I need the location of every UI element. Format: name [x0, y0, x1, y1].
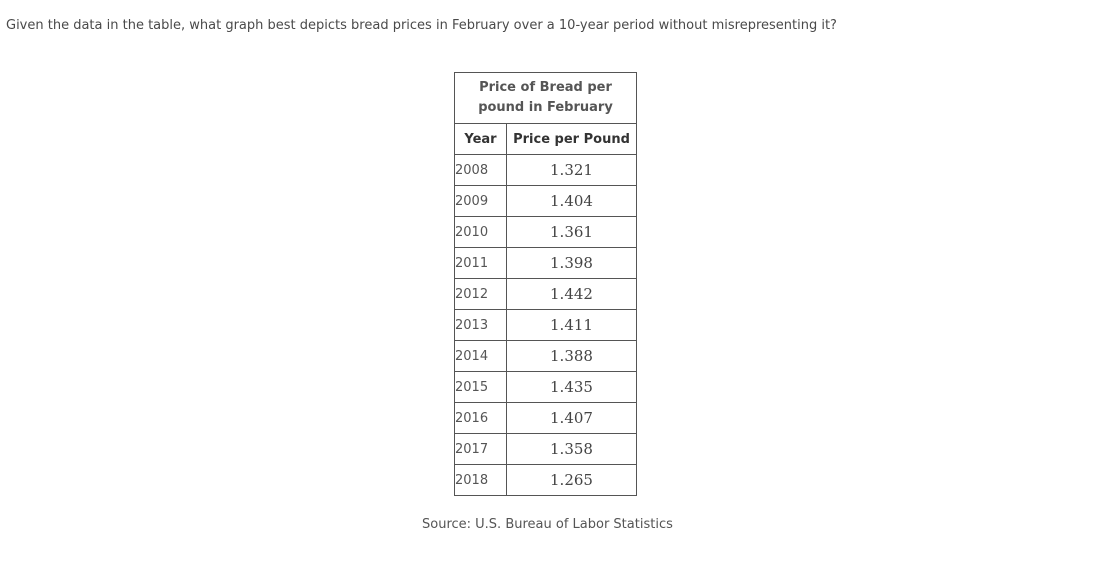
price-cell: 1.411 [506, 309, 637, 341]
question-text: Given the data in the table, what graph … [6, 18, 837, 33]
year-cell: 2012 [454, 278, 507, 310]
year-cell: 2014 [454, 340, 507, 372]
price-cell: 1.407 [506, 402, 637, 434]
table-title: Price of Bread per pound in February [454, 72, 637, 124]
year-cell: 2016 [454, 402, 507, 434]
table-row: 2016 1.407 [454, 402, 637, 434]
year-cell: 2010 [454, 216, 507, 248]
table-row: 2009 1.404 [454, 185, 637, 217]
year-cell: 2009 [454, 185, 507, 217]
table-body: 2008 1.321 2009 1.404 2010 1.361 2011 1.398 2012… [454, 154, 637, 496]
year-cell: 2011 [454, 247, 507, 279]
source-note: Source: U.S. Bureau of Labor Statistics [422, 517, 673, 532]
year-cell: 2008 [454, 154, 507, 186]
year-cell: 2015 [454, 371, 507, 403]
price-cell: 1.398 [506, 247, 637, 279]
table-title-line-1: Price of Bread per [479, 80, 612, 95]
table-row: 2014 1.388 [454, 340, 637, 372]
price-cell: 1.361 [506, 216, 637, 248]
year-cell: 2013 [454, 309, 507, 341]
column-header-price: Price per Pound [506, 123, 637, 155]
price-cell: 1.321 [506, 154, 637, 186]
table-row: 2012 1.442 [454, 278, 637, 310]
price-cell: 1.388 [506, 340, 637, 372]
table-row: 2008 1.321 [454, 154, 637, 186]
price-cell: 1.442 [506, 278, 637, 310]
year-cell: 2017 [454, 433, 507, 465]
table-row: 2018 1.265 [454, 464, 637, 496]
price-cell: 1.265 [506, 464, 637, 496]
bread-price-table-container: Price of Bread per pound in February Yea… [454, 72, 637, 496]
table-row: 2015 1.435 [454, 371, 637, 403]
price-cell: 1.404 [506, 185, 637, 217]
bread-price-table: Price of Bread per pound in February Yea… [454, 72, 637, 496]
price-cell: 1.358 [506, 433, 637, 465]
price-cell: 1.435 [506, 371, 637, 403]
table-row: 2011 1.398 [454, 247, 637, 279]
table-row: 2013 1.411 [454, 309, 637, 341]
table-title-line-2: pound in February [478, 100, 613, 115]
column-header-year: Year [454, 123, 507, 155]
year-cell: 2018 [454, 464, 507, 496]
table-row: 2010 1.361 [454, 216, 637, 248]
table-row: 2017 1.358 [454, 433, 637, 465]
